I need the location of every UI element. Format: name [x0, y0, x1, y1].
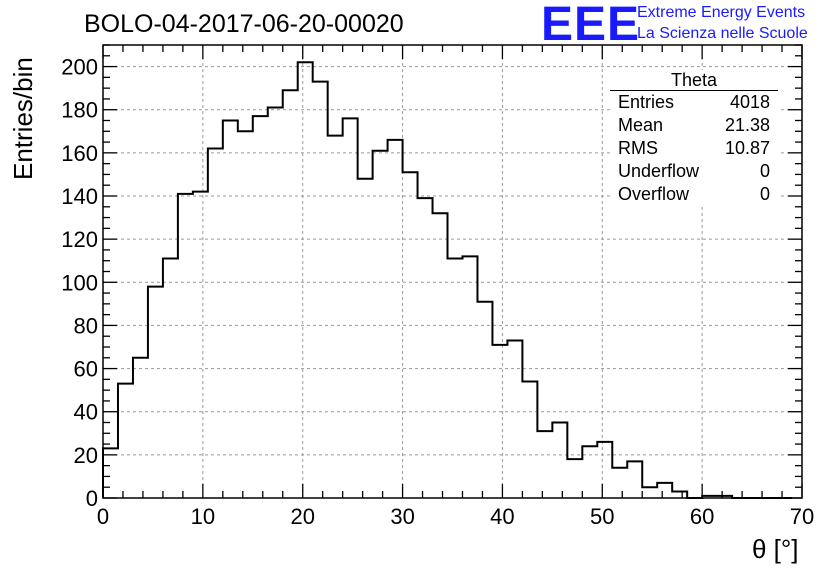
x-tick-label: 10 — [191, 504, 215, 529]
eee-logo-mark: EEE — [541, 0, 641, 51]
histogram-series — [102, 61, 793, 499]
histogram-bin — [118, 384, 133, 498]
x-tick-label: 70 — [790, 504, 814, 529]
x-tick-label: 60 — [690, 504, 714, 529]
histogram-bin — [388, 140, 403, 498]
histogram-bin — [283, 90, 298, 498]
histogram-bin — [627, 461, 642, 498]
stats-value: 0 — [759, 184, 770, 204]
histogram-bin — [552, 423, 567, 499]
y-tick-label: 60 — [74, 357, 98, 382]
tick-labels: 0 10 20 30 40 50 60 70 0 20 40 60 80 100 120 140 160 180 2… — [61, 55, 814, 529]
histogram-bin — [223, 121, 238, 499]
histogram-bin — [373, 151, 388, 498]
stats-title: Theta — [610, 70, 778, 91]
stats-row-rms: RMS 10.87 — [610, 137, 778, 160]
histogram-bin — [148, 287, 163, 498]
histogram-bin — [253, 116, 268, 498]
histogram-bin — [537, 431, 552, 498]
y-tick-label: 40 — [74, 400, 98, 425]
x-tick-label: 40 — [490, 504, 514, 529]
x-tick-label: 30 — [390, 504, 414, 529]
logo-text-line2: La Scienza nelle Scuole — [637, 25, 808, 42]
stats-label: RMS — [618, 138, 658, 158]
stats-label: Underflow — [618, 161, 700, 181]
stats-value: 4018 — [729, 92, 770, 112]
histogram-bin — [208, 149, 223, 498]
histogram-bin — [492, 345, 507, 498]
histogram-bin — [163, 259, 178, 498]
histogram-outline — [102, 61, 793, 499]
axis-ticks — [102, 44, 803, 499]
histogram-bin — [403, 172, 418, 498]
stats-box: Theta Entries 4018 Mean 21.38 RMS 10.87 … — [610, 70, 778, 206]
histogram-bin — [328, 136, 343, 498]
x-tick-label: 20 — [290, 504, 314, 529]
histogram-bin — [133, 358, 148, 498]
logo-text-line1: Extreme Energy Events — [637, 4, 806, 21]
y-tick-label: 120 — [61, 227, 98, 252]
y-tick-label: 20 — [74, 443, 98, 468]
histogram-bin — [522, 382, 537, 498]
stats-label: Overflow — [618, 184, 690, 204]
y-tick-label: 140 — [61, 184, 98, 209]
chart-title: BOLO-04-2017-06-20-00020 — [84, 10, 404, 38]
stats-row-overflow: Overflow 0 — [610, 183, 778, 206]
histogram-bin — [462, 256, 477, 498]
histogram-bin — [448, 259, 463, 498]
y-tick-label: 200 — [61, 55, 98, 80]
histogram-bin — [313, 82, 328, 498]
y-tick-label: 0 — [86, 486, 98, 511]
histogram-bin — [672, 492, 687, 498]
y-tick-label: 100 — [61, 270, 98, 295]
histogram-bin — [433, 213, 448, 498]
stats-row-underflow: Underflow 0 — [610, 160, 778, 183]
stats-value: 10.87 — [724, 138, 770, 158]
histogram-bin — [582, 446, 597, 498]
histogram-bin — [103, 448, 118, 498]
grid-lines — [103, 45, 802, 498]
x-tick-label: 0 — [97, 504, 109, 529]
stats-value: 0 — [759, 161, 770, 181]
histogram-bin — [193, 192, 208, 498]
y-tick-label: 80 — [74, 313, 98, 338]
y-tick-label: 160 — [61, 141, 98, 166]
histogram-bin — [642, 487, 657, 498]
histogram-bin — [343, 118, 358, 498]
histogram-bin — [418, 198, 433, 498]
histogram-bin — [298, 62, 313, 498]
histogram-bin — [178, 194, 193, 498]
stats-value: 21.38 — [724, 115, 770, 135]
histogram-bin — [477, 302, 492, 498]
stats-row-mean: Mean 21.38 — [610, 114, 778, 137]
histogram-bin — [612, 468, 627, 498]
x-axis-label: θ [°] — [752, 534, 799, 564]
histogram-bin — [268, 108, 283, 498]
histogram-bin — [358, 179, 373, 498]
histogram-bin — [238, 131, 253, 498]
stats-row-entries: Entries 4018 — [610, 91, 778, 114]
histogram-bin — [507, 341, 522, 498]
stats-label: Entries — [618, 92, 675, 112]
y-tick-label: 180 — [61, 98, 98, 123]
histogram-bin — [597, 442, 612, 498]
stats-label: Mean — [618, 115, 664, 135]
histogram-bin — [567, 459, 582, 498]
y-axis-label: Entries/bin — [8, 57, 38, 180]
histogram-bin — [657, 483, 672, 498]
x-tick-label: 50 — [590, 504, 614, 529]
